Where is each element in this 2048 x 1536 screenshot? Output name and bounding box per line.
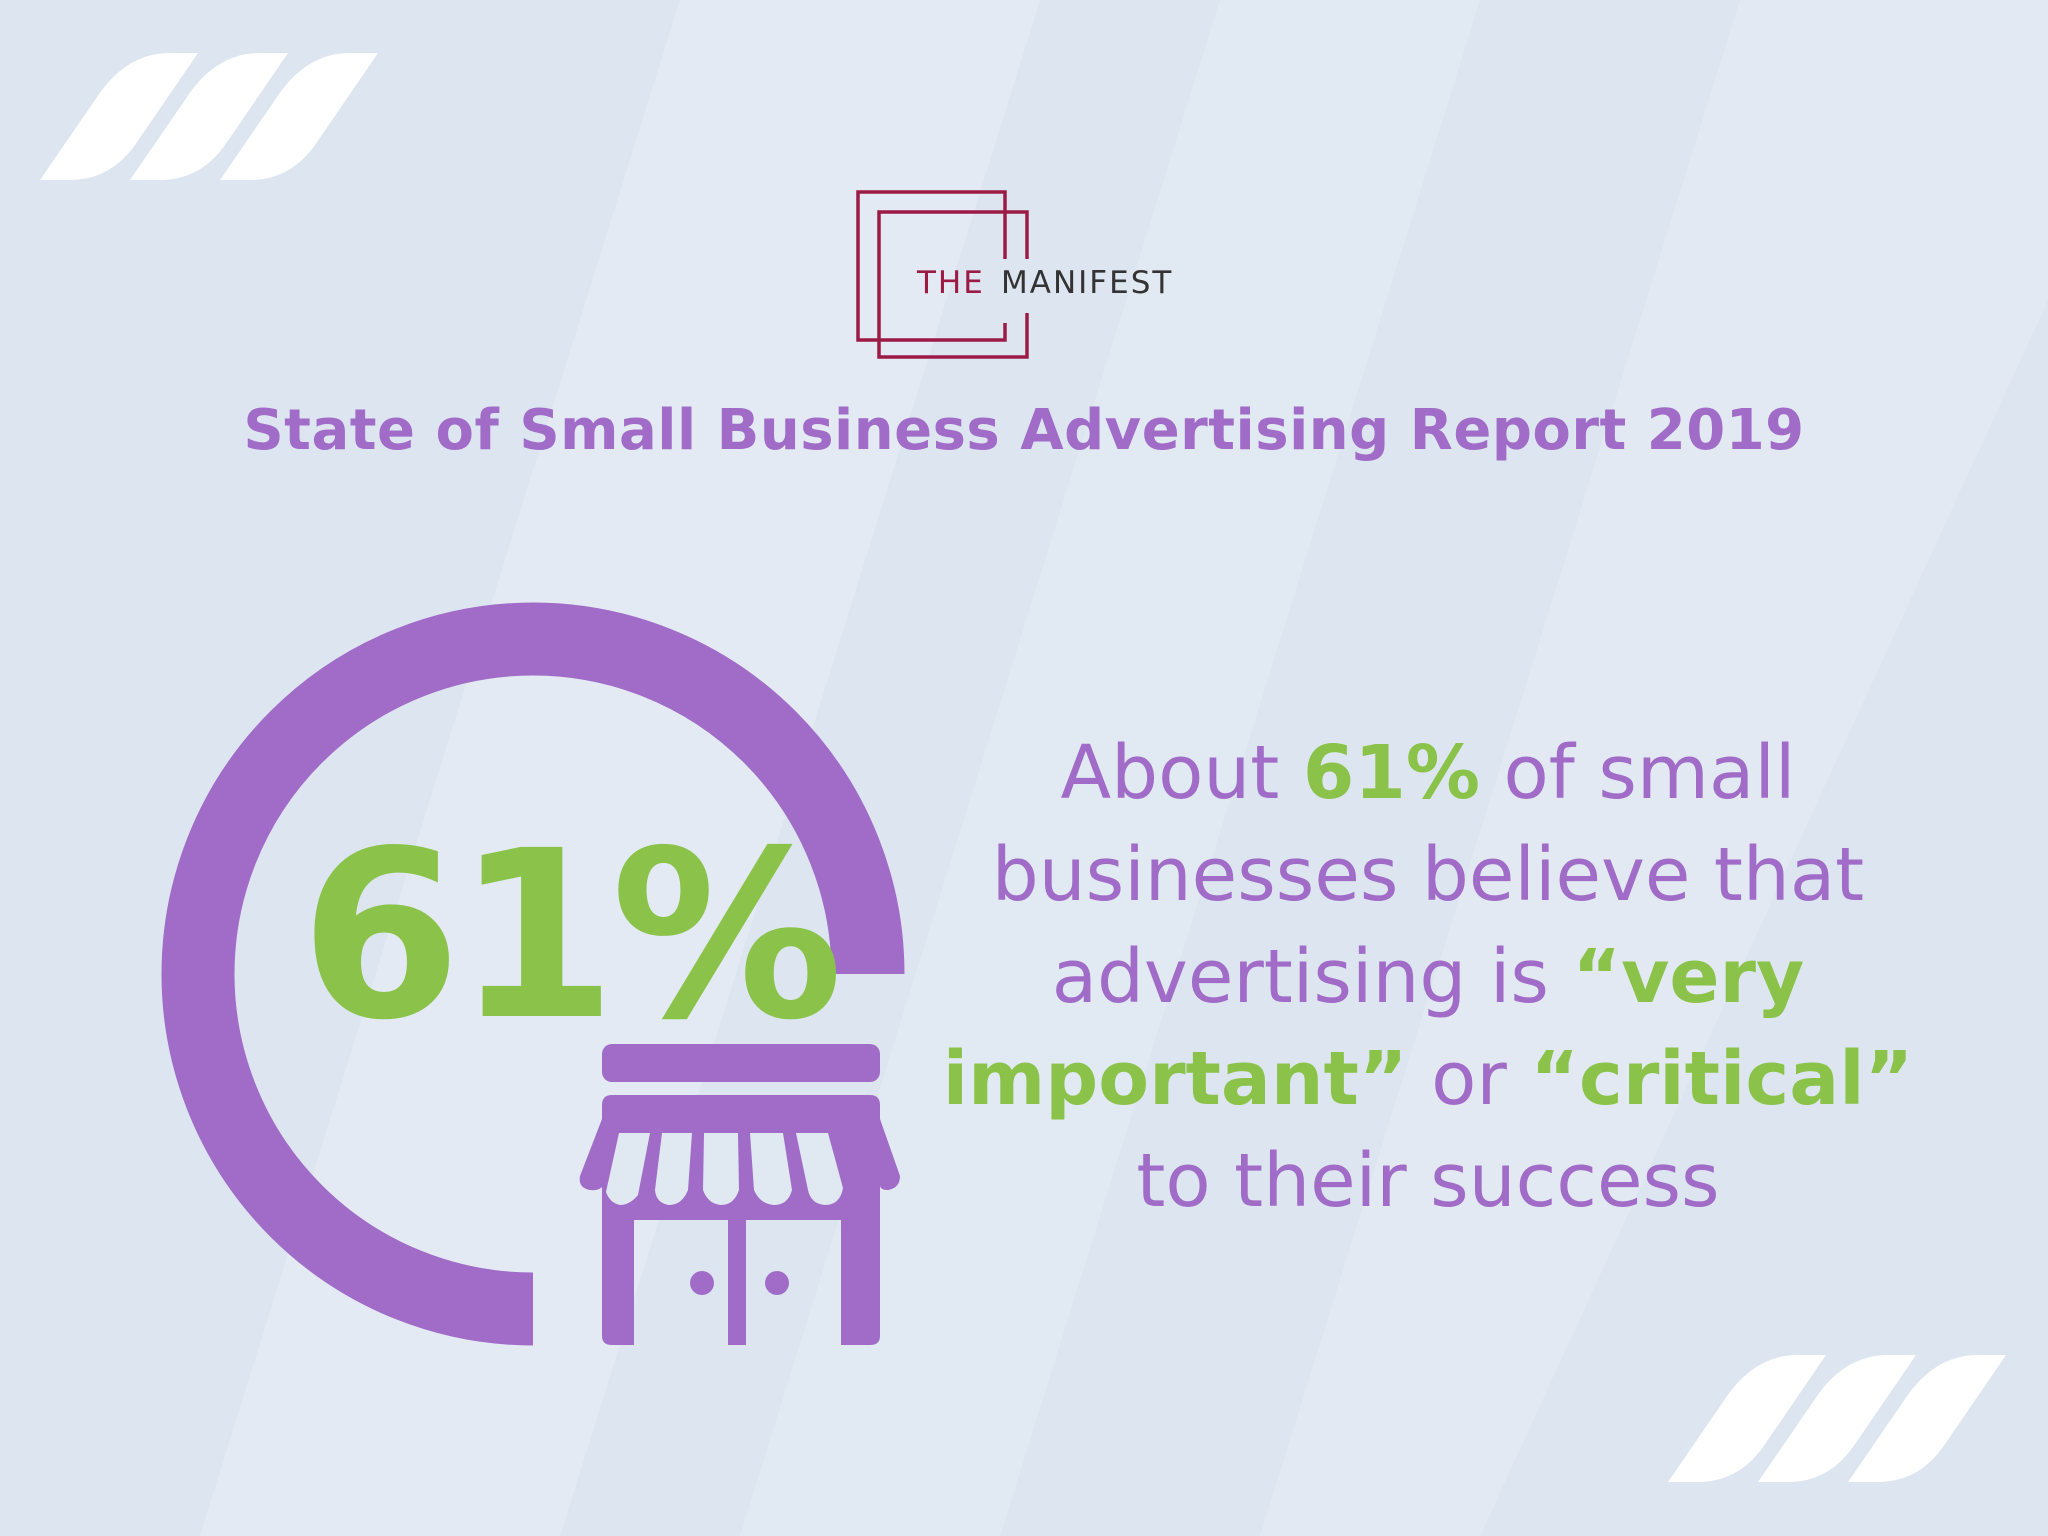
- storefront-icon: [579, 1044, 900, 1345]
- statement-part-1: About: [1060, 730, 1303, 816]
- report-title: State of Small Business Advertising Repo…: [243, 398, 1805, 463]
- statement-highlight-percent: 61%: [1302, 730, 1480, 816]
- the-manifest-logo: THE MANIFEST: [855, 189, 1195, 368]
- statement-highlight-very-important: “very important”: [942, 934, 1805, 1122]
- statement-highlight-critical: “critical”: [1530, 1036, 1914, 1122]
- stat-value: 61%: [300, 801, 843, 1071]
- logo-word-the: THE: [916, 265, 985, 301]
- statement-part-4: to their success: [1136, 1138, 1720, 1224]
- decorative-slashes-bottom: [1668, 1355, 2006, 1482]
- progress-ring-arc: [161, 602, 905, 1346]
- statement-part-2: of small businesses believe that adverti…: [991, 730, 1865, 1020]
- logo-word-manifest: MANIFEST: [1001, 265, 1173, 301]
- statement-part-3: or: [1407, 1036, 1531, 1122]
- decorative-slashes-top: [40, 53, 378, 180]
- statement-text: About 61% of small businesses believe th…: [940, 722, 1916, 1232]
